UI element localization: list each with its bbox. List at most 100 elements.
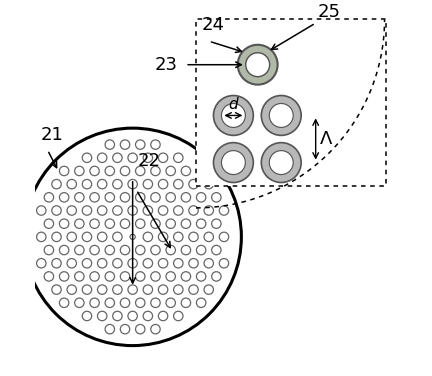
Circle shape [143, 285, 152, 294]
Circle shape [159, 179, 168, 189]
Circle shape [82, 259, 92, 268]
Circle shape [197, 272, 206, 281]
Circle shape [113, 285, 122, 294]
Circle shape [128, 259, 137, 268]
Circle shape [75, 272, 84, 281]
Circle shape [143, 259, 152, 268]
Circle shape [151, 140, 160, 149]
Circle shape [159, 232, 168, 242]
Circle shape [189, 206, 198, 215]
Circle shape [75, 219, 84, 228]
Circle shape [82, 179, 92, 189]
Circle shape [181, 246, 191, 255]
Circle shape [44, 193, 54, 202]
Circle shape [60, 193, 69, 202]
Circle shape [128, 153, 137, 162]
Circle shape [166, 272, 175, 281]
Circle shape [189, 259, 198, 268]
Circle shape [143, 232, 152, 242]
Circle shape [120, 140, 130, 149]
Circle shape [222, 103, 245, 127]
Circle shape [143, 311, 152, 321]
Circle shape [212, 193, 221, 202]
Circle shape [90, 219, 99, 228]
Text: $d$: $d$ [228, 96, 239, 112]
Circle shape [98, 232, 107, 242]
Circle shape [204, 259, 213, 268]
Circle shape [159, 285, 168, 294]
Circle shape [105, 140, 114, 149]
Circle shape [113, 179, 122, 189]
Circle shape [197, 219, 206, 228]
Circle shape [143, 206, 152, 215]
Circle shape [44, 272, 54, 281]
Circle shape [174, 311, 183, 321]
Circle shape [113, 153, 122, 162]
Circle shape [90, 193, 99, 202]
Circle shape [120, 193, 130, 202]
Circle shape [37, 259, 46, 268]
Circle shape [174, 206, 183, 215]
Circle shape [151, 166, 160, 176]
Circle shape [174, 259, 183, 268]
Bar [196, 20, 386, 186]
Circle shape [105, 324, 114, 334]
Circle shape [219, 206, 229, 215]
Circle shape [213, 96, 253, 135]
Circle shape [204, 179, 213, 189]
Circle shape [213, 143, 253, 182]
Circle shape [136, 140, 145, 149]
Circle shape [143, 153, 152, 162]
Circle shape [197, 298, 206, 308]
Circle shape [37, 232, 46, 242]
Circle shape [269, 151, 293, 174]
Circle shape [44, 219, 54, 228]
Text: 21: 21 [40, 126, 63, 144]
Circle shape [128, 179, 137, 189]
Circle shape [82, 206, 92, 215]
Text: $\Lambda$: $\Lambda$ [319, 130, 334, 148]
Circle shape [120, 272, 130, 281]
Circle shape [219, 232, 229, 242]
Circle shape [204, 285, 213, 294]
Text: 23: 23 [155, 56, 178, 74]
Circle shape [128, 206, 137, 215]
Circle shape [212, 246, 221, 255]
Circle shape [60, 298, 69, 308]
Circle shape [82, 311, 92, 321]
Circle shape [67, 232, 76, 242]
Circle shape [197, 193, 206, 202]
Circle shape [60, 272, 69, 281]
Circle shape [98, 259, 107, 268]
Circle shape [105, 272, 114, 281]
Circle shape [113, 311, 122, 321]
Circle shape [60, 246, 69, 255]
Circle shape [82, 232, 92, 242]
Circle shape [166, 166, 175, 176]
Circle shape [67, 206, 76, 215]
Text: 22: 22 [138, 152, 161, 170]
Circle shape [130, 234, 135, 240]
Circle shape [52, 206, 61, 215]
Circle shape [212, 219, 221, 228]
Circle shape [44, 246, 54, 255]
Circle shape [166, 298, 175, 308]
Circle shape [60, 219, 69, 228]
Circle shape [75, 193, 84, 202]
Circle shape [98, 153, 107, 162]
Circle shape [159, 153, 168, 162]
Circle shape [120, 246, 130, 255]
Circle shape [67, 285, 76, 294]
Circle shape [52, 232, 61, 242]
Circle shape [37, 206, 46, 215]
Circle shape [98, 285, 107, 294]
Circle shape [98, 206, 107, 215]
Circle shape [113, 259, 122, 268]
Circle shape [246, 53, 270, 77]
Circle shape [52, 179, 61, 189]
Circle shape [189, 232, 198, 242]
Circle shape [219, 259, 229, 268]
Text: 25: 25 [318, 3, 340, 21]
Circle shape [212, 272, 221, 281]
Circle shape [105, 193, 114, 202]
